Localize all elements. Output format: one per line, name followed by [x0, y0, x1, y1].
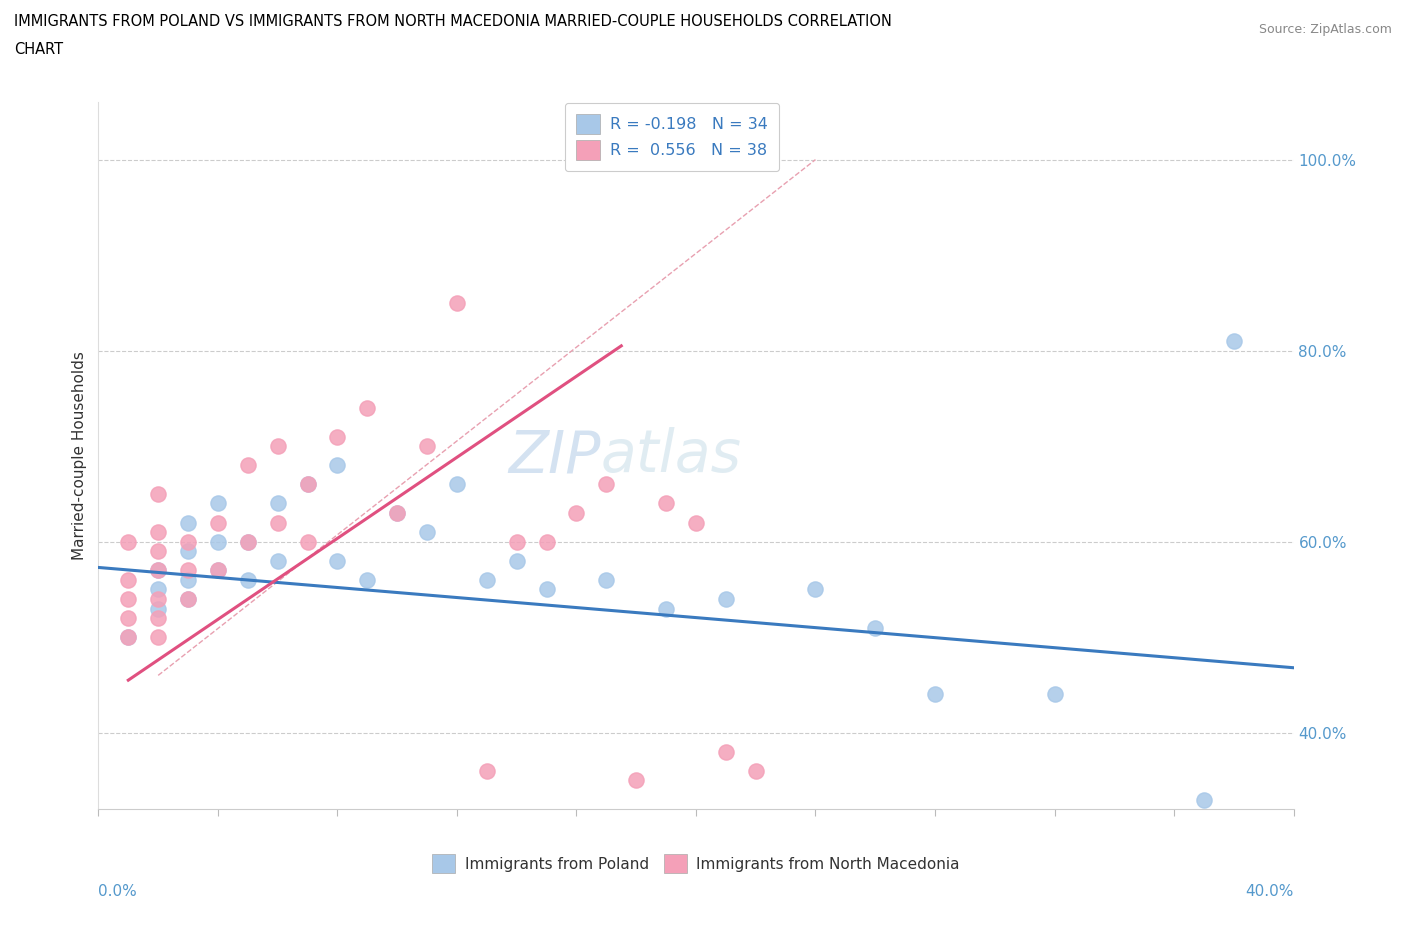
Point [565, 506, 588, 521]
Point [148, 563, 170, 578]
Point [595, 573, 617, 588]
Point [207, 534, 229, 549]
Point [236, 534, 259, 549]
Point [236, 534, 259, 549]
Point [117, 591, 139, 606]
Point [207, 563, 229, 578]
Point [117, 534, 139, 549]
Point [655, 496, 678, 511]
Point [117, 573, 139, 588]
Text: CHART: CHART [14, 42, 63, 57]
Point [148, 582, 170, 597]
Point [236, 573, 259, 588]
Point [117, 630, 139, 644]
Point [326, 553, 349, 568]
Point [148, 563, 170, 578]
Text: ZIP: ZIP [508, 427, 600, 485]
Point [506, 534, 529, 549]
Point [207, 563, 229, 578]
Text: atlas: atlas [600, 427, 741, 485]
Point [117, 630, 139, 644]
Point [297, 477, 319, 492]
Point [865, 620, 887, 635]
Point [685, 515, 707, 530]
Point [177, 563, 200, 578]
Point [446, 296, 468, 311]
Point [267, 439, 290, 454]
Legend: Immigrants from Poland, Immigrants from North Macedonia: Immigrants from Poland, Immigrants from … [426, 848, 966, 879]
Point [148, 544, 170, 559]
Point [177, 515, 200, 530]
Point [177, 544, 200, 559]
Point [356, 401, 378, 416]
Point [385, 506, 409, 521]
Point [177, 534, 200, 549]
Point [326, 429, 349, 444]
Point [595, 477, 617, 492]
Point [207, 496, 229, 511]
Point [236, 458, 259, 472]
Point [148, 601, 170, 616]
Point [416, 525, 439, 539]
Point [148, 591, 170, 606]
Point [177, 591, 200, 606]
Point [1043, 687, 1066, 702]
Point [385, 506, 409, 521]
Point [1223, 334, 1246, 349]
Point [475, 573, 498, 588]
Point [177, 591, 200, 606]
Point [267, 515, 290, 530]
Point [506, 553, 529, 568]
Point [655, 601, 678, 616]
Point [714, 591, 737, 606]
Text: 40.0%: 40.0% [1246, 884, 1294, 898]
Point [1192, 792, 1215, 807]
Point [207, 515, 229, 530]
Y-axis label: Married-couple Households: Married-couple Households [72, 352, 87, 560]
Point [356, 573, 378, 588]
Text: IMMIGRANTS FROM POLAND VS IMMIGRANTS FROM NORTH MACEDONIA MARRIED-COUPLE HOUSEHO: IMMIGRANTS FROM POLAND VS IMMIGRANTS FRO… [14, 14, 891, 29]
Point [148, 630, 170, 644]
Point [475, 764, 498, 778]
Point [297, 477, 319, 492]
Point [804, 582, 827, 597]
Point [267, 553, 290, 568]
Point [148, 486, 170, 501]
Point [177, 573, 200, 588]
Text: Source: ZipAtlas.com: Source: ZipAtlas.com [1258, 23, 1392, 36]
Point [536, 582, 558, 597]
Point [297, 534, 319, 549]
Point [714, 744, 737, 759]
Text: 0.0%: 0.0% [98, 884, 138, 898]
Point [416, 439, 439, 454]
Point [117, 611, 139, 626]
Point [446, 477, 468, 492]
Point [148, 525, 170, 539]
Point [326, 458, 349, 472]
Point [924, 687, 946, 702]
Point [745, 764, 768, 778]
Point [267, 496, 290, 511]
Point [536, 534, 558, 549]
Point [148, 611, 170, 626]
Point [626, 773, 648, 788]
